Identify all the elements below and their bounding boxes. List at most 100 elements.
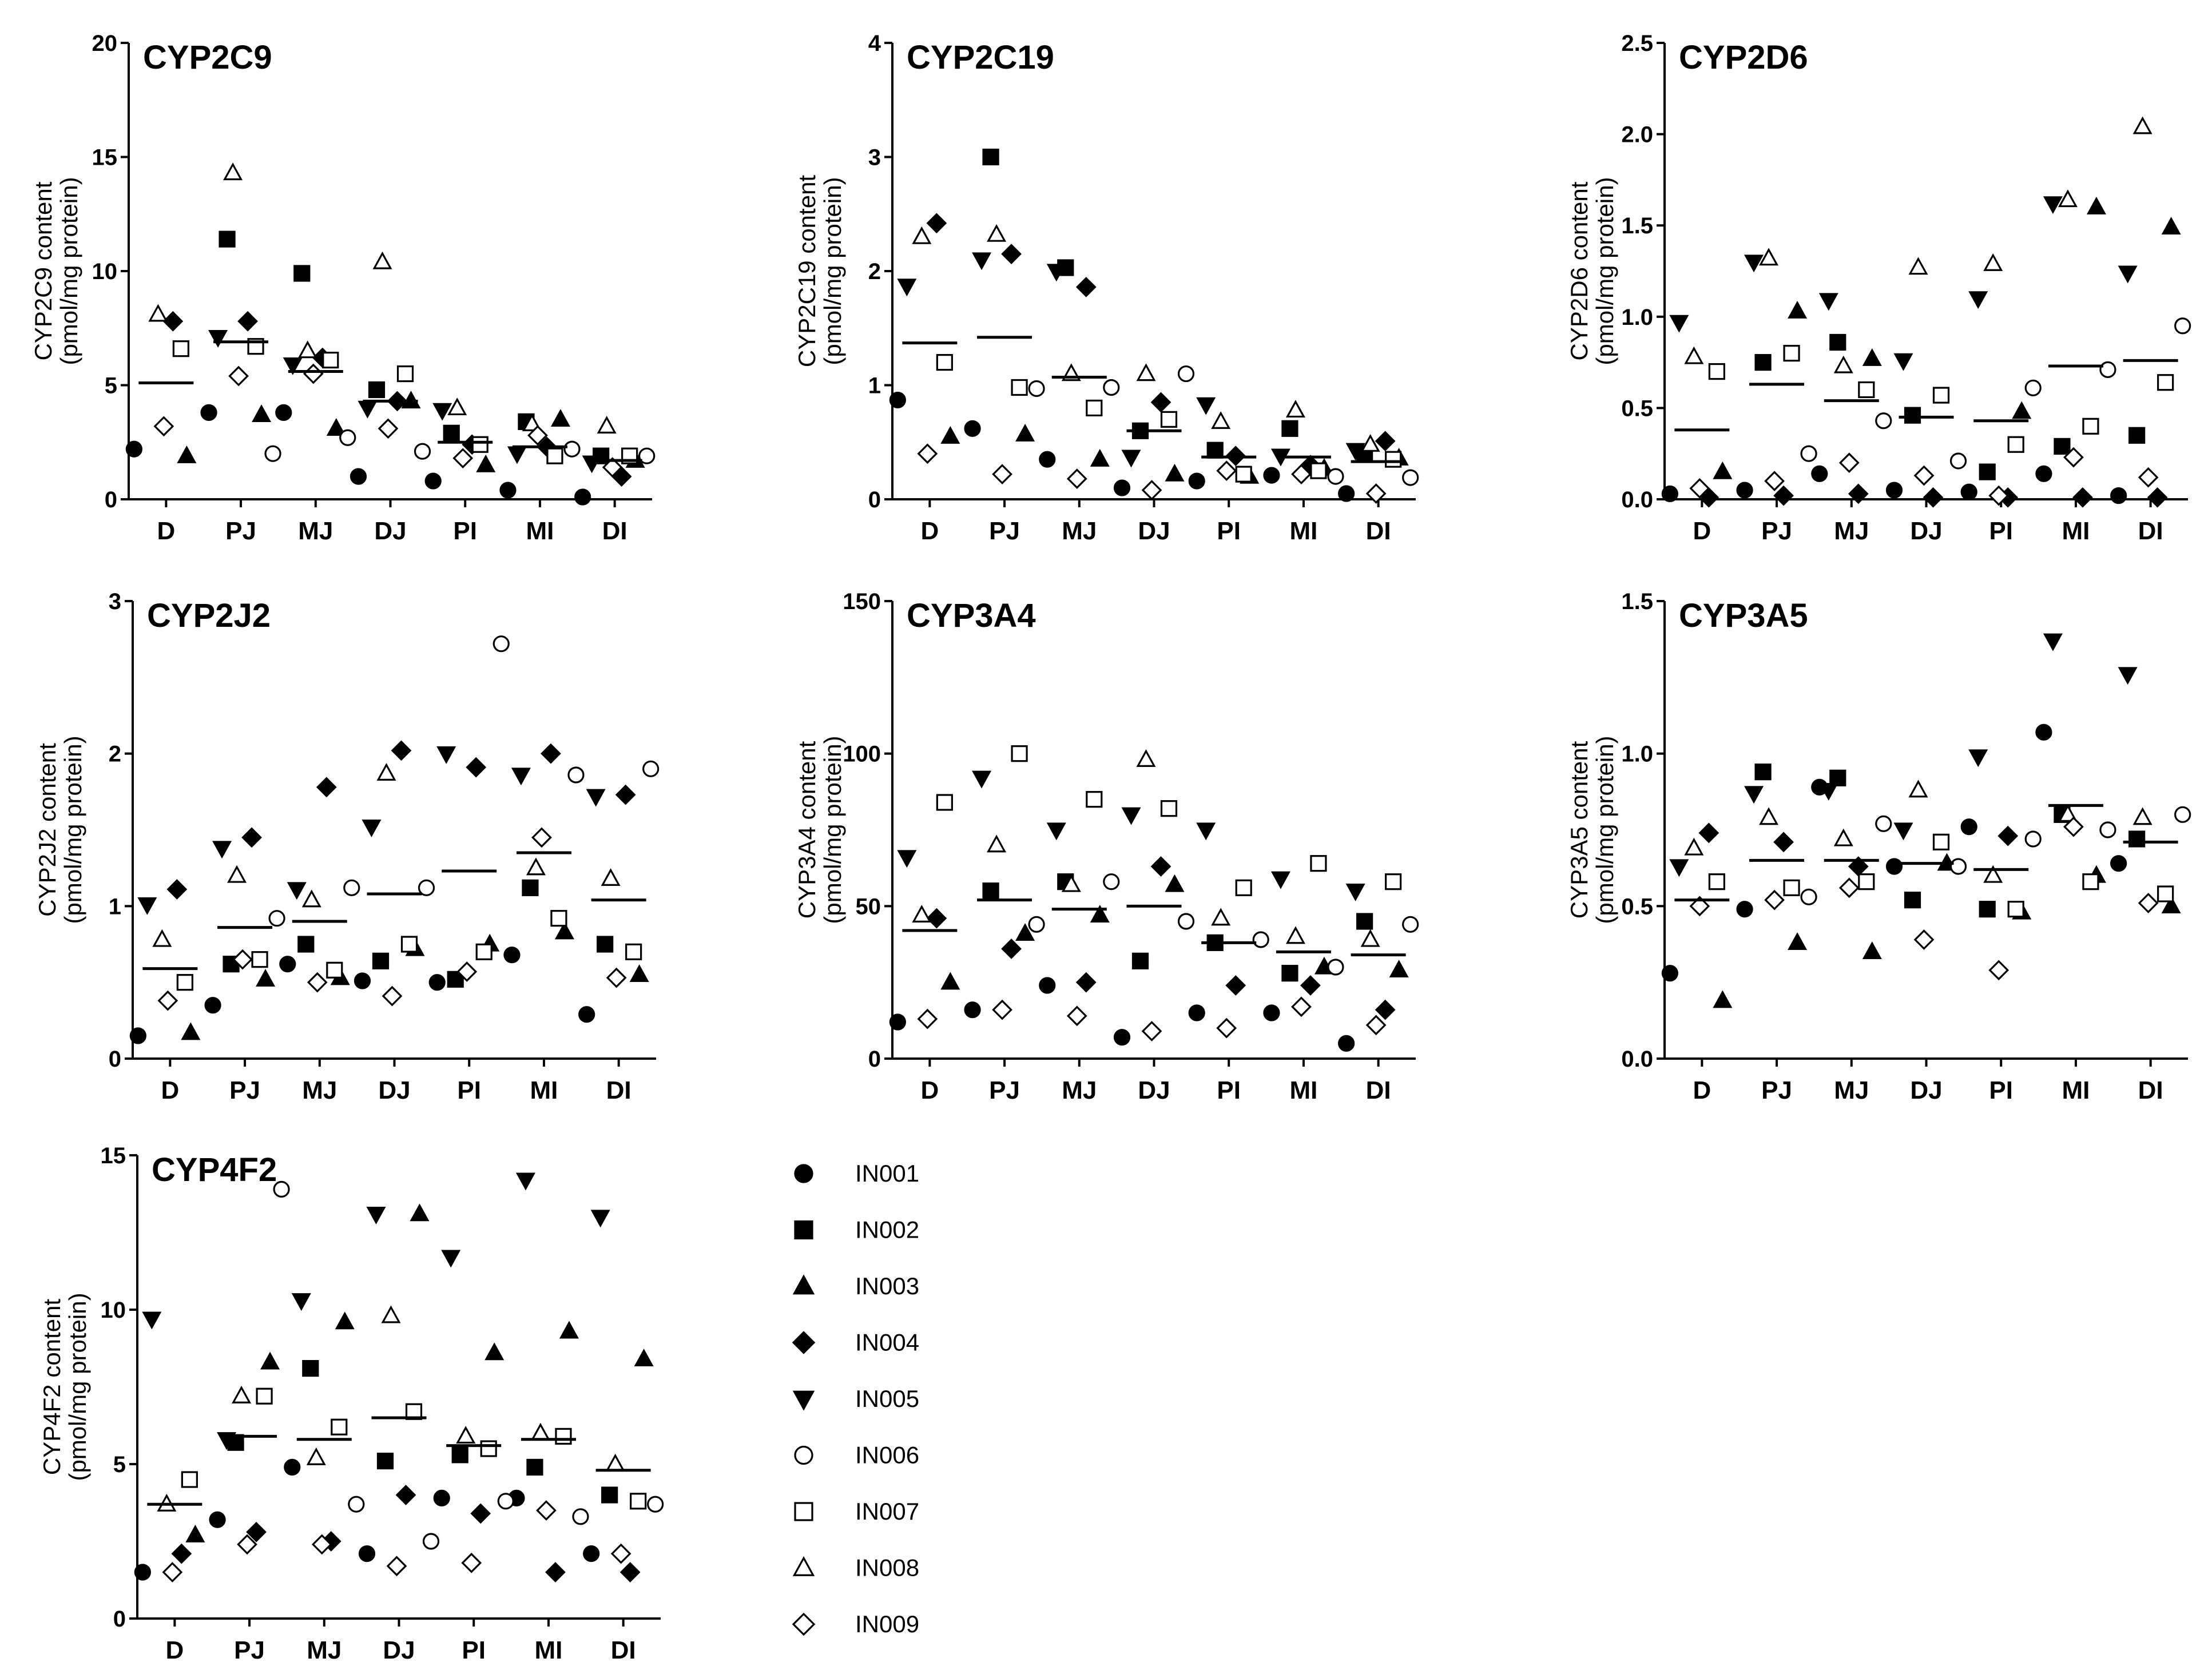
data-point-in005 xyxy=(287,882,307,900)
data-point-in009 xyxy=(2063,816,2084,837)
x-tick-label-mi: MI xyxy=(2062,517,2090,545)
x-tick-label-mj: MJ xyxy=(307,1636,341,1664)
data-point-in001 xyxy=(1113,1029,1131,1046)
legend-marker xyxy=(794,1220,813,1240)
y-tick-label: 2.5 xyxy=(1621,31,1653,56)
data-point-in003 xyxy=(2086,197,2106,214)
y-tick-label: 150 xyxy=(843,589,881,614)
data-point-in005 xyxy=(586,789,606,807)
data-point-in001 xyxy=(574,488,591,506)
data-point-in008 xyxy=(223,162,243,181)
data-point-in007 xyxy=(2082,873,2099,890)
x-tick-label-di: DI xyxy=(2138,1076,2163,1104)
x-tick-label-di: DI xyxy=(2138,517,2163,545)
y-tick-label: 20 xyxy=(92,31,118,56)
data-point-in002 xyxy=(2128,830,2146,848)
y-tick-label: 0 xyxy=(868,1047,881,1072)
data-point-in007 xyxy=(1932,387,1950,404)
data-point-in001 xyxy=(1885,858,1903,875)
data-point-in008 xyxy=(605,1453,625,1472)
data-point-in004 xyxy=(166,879,188,900)
data-point-in007 xyxy=(322,352,339,369)
data-point-in004 xyxy=(1150,392,1171,413)
data-point-in002 xyxy=(1829,769,1846,786)
data-point-in003 xyxy=(485,1342,505,1361)
data-point-in002 xyxy=(1754,764,1772,781)
data-point-in004 xyxy=(470,1503,491,1524)
data-point-in009 xyxy=(162,1562,183,1582)
data-point-in009 xyxy=(1291,996,1312,1017)
data-point-in005 xyxy=(897,850,917,868)
data-point-in003 xyxy=(1713,990,1733,1008)
data-point-in009 xyxy=(237,1534,257,1555)
legend-label: IN007 xyxy=(855,1498,919,1525)
data-point-in005 xyxy=(137,897,157,915)
data-point-in003 xyxy=(1165,463,1185,482)
data-point-in005 xyxy=(441,1250,461,1268)
data-point-in007 xyxy=(1011,745,1028,762)
data-point-in003 xyxy=(2012,401,2032,419)
data-point-in004 xyxy=(1225,975,1246,996)
chart-cyp3a4: 0 50 100 150 D PJ MJ DJ PI MI DI CYP3A4 CYP3A4 conte… xyxy=(793,589,1419,1104)
data-point-in005 xyxy=(1121,807,1141,825)
y-tick-label: 4 xyxy=(868,31,881,56)
data-point-in009 xyxy=(2063,447,2084,468)
data-point-in008 xyxy=(1136,363,1156,381)
data-point-in002 xyxy=(293,265,311,282)
data-point-in007 xyxy=(546,447,563,464)
data-point-in006 xyxy=(2174,806,2191,823)
data-point-in001 xyxy=(1960,818,1977,836)
data-point-in006 xyxy=(1327,959,1344,976)
x-tick-label-pi: PI xyxy=(453,517,477,545)
data-point-in002 xyxy=(1829,333,1846,351)
data-point-in006 xyxy=(2024,379,2042,396)
data-point-in002 xyxy=(526,1458,543,1476)
data-point-in003 xyxy=(1788,300,1808,319)
data-point-in008 xyxy=(381,1305,401,1323)
data-point-in008 xyxy=(372,251,392,269)
legend-label: IN008 xyxy=(855,1554,919,1581)
data-point-in004 xyxy=(2072,487,2093,508)
data-point-in004 xyxy=(171,1543,192,1564)
data-point-in006 xyxy=(567,766,585,784)
data-point-in006 xyxy=(1028,380,1045,397)
data-point-in006 xyxy=(339,429,356,446)
y-tick-label: 1.5 xyxy=(1621,589,1653,614)
data-point-in004 xyxy=(1375,999,1396,1020)
data-point-in009 xyxy=(1988,485,2010,506)
data-point-in001 xyxy=(889,391,906,409)
data-point-in007 xyxy=(400,936,418,953)
data-point-in009 xyxy=(1365,483,1387,504)
data-point-in008 xyxy=(2132,807,2153,825)
data-point-in005 xyxy=(1270,871,1290,889)
data-point-in009 xyxy=(1141,480,1162,500)
data-point-in008 xyxy=(1833,828,1853,846)
data-point-in009 xyxy=(1689,478,1710,499)
data-point-in002 xyxy=(443,424,460,442)
data-point-in006 xyxy=(1949,452,1967,470)
data-point-in009 xyxy=(917,443,938,464)
data-point-in007 xyxy=(1708,363,1725,380)
data-point-in003 xyxy=(410,1203,430,1222)
data-point-in002 xyxy=(302,1360,319,1377)
x-tick-label-di: DI xyxy=(606,1076,632,1104)
data-point-in005 xyxy=(2043,196,2063,214)
data-point-in004 xyxy=(1923,487,1944,508)
data-point-in002 xyxy=(2054,438,2071,455)
data-point-in009 xyxy=(461,1552,482,1573)
data-point-in001 xyxy=(424,472,442,490)
data-point-in007 xyxy=(1783,879,1800,896)
data-point-in005 xyxy=(1968,749,1988,768)
data-point-in008 xyxy=(301,889,321,908)
x-tick-label-dj: DJ xyxy=(374,517,406,545)
x-tick-label-d: D xyxy=(920,517,939,545)
chart-cyp2c19: 0 1 2 3 4 D PJ MJ DJ PI MI DI CYP2C19 CYP2C19 content… xyxy=(793,31,1419,545)
data-point-in009 xyxy=(1216,460,1237,481)
data-point-in002 xyxy=(451,1446,468,1464)
data-point-in005 xyxy=(511,768,531,786)
data-point-in006 xyxy=(414,443,431,460)
data-point-in005 xyxy=(358,400,378,419)
y-tick-label: 5 xyxy=(105,373,117,399)
x-tick-label-mj: MJ xyxy=(1062,1076,1097,1104)
